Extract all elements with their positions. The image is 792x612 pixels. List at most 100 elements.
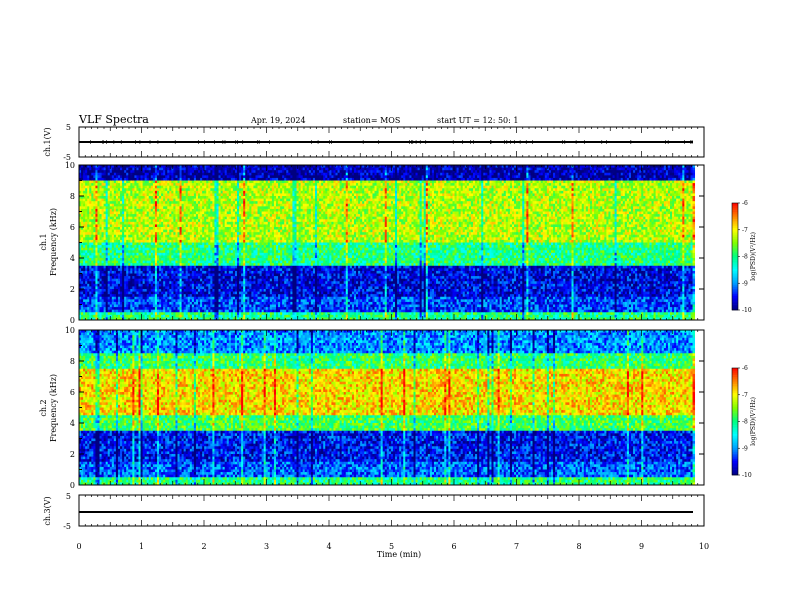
spectrogram-cell [111, 208, 115, 212]
spectrogram-cell [138, 255, 141, 259]
spectrogram-cell [128, 317, 131, 321]
spectrogram-cell [117, 263, 121, 267]
spectrogram-cell [93, 208, 96, 212]
spectrogram-cell [126, 301, 129, 305]
spectrogram-cell [117, 216, 121, 220]
spectrogram-cell [97, 167, 100, 171]
spectrogram-cell [79, 278, 82, 282]
spectrogram-cell [136, 281, 139, 285]
spectrogram-cell [87, 224, 90, 228]
spectrogram-cell [99, 203, 102, 207]
spectrogram-cell [99, 196, 102, 199]
spectrogram-cell [99, 312, 102, 316]
spectrogram-cell [128, 299, 131, 303]
spectrogram-cell [93, 193, 96, 197]
spectrogram-cell [79, 177, 82, 181]
spectrogram-cell [134, 289, 137, 292]
spectrogram-cell [95, 190, 98, 194]
spectrogram-cell [140, 232, 144, 236]
spectrogram-cell [126, 206, 129, 210]
spectrogram-cell [89, 229, 92, 233]
spectrogram-cell [105, 216, 109, 220]
spectrogram-cell [103, 245, 107, 249]
spectrogram-cell [120, 281, 123, 285]
spectrogram-cell [91, 242, 94, 246]
spectrogram-cell [87, 239, 90, 243]
spectrogram-cell [130, 291, 133, 295]
spectrogram-cell [142, 268, 146, 272]
spectrogram-cell [93, 239, 96, 243]
spectrogram-cell [138, 260, 141, 264]
spectrogram-cell [83, 291, 86, 295]
spectrogram-cell [138, 273, 141, 277]
spectrogram-cell [124, 291, 127, 295]
spectrogram-cell [117, 296, 121, 300]
spectrogram-cell [103, 234, 107, 238]
spectrogram-cell [138, 198, 141, 202]
spectrogram-cell [87, 304, 90, 308]
spectrogram-cell [87, 258, 90, 261]
spectrogram-cell [107, 270, 111, 274]
spectrogram-cell [101, 312, 105, 316]
spectrogram-cell [120, 283, 123, 287]
spectrogram-cell [97, 190, 100, 194]
spectrogram-cell [136, 263, 139, 267]
spectrogram-cell [103, 188, 107, 192]
spectrogram-cell [93, 224, 96, 228]
spectrogram-cell [81, 167, 84, 171]
spectrogram-cell [79, 216, 82, 220]
spectrogram-cell [115, 198, 119, 202]
spectrogram-cell [120, 216, 123, 220]
spectrogram-cell [120, 265, 123, 269]
spectrogram-cell [81, 206, 84, 210]
spectrogram-cell [101, 301, 105, 305]
spectrogram-cell [115, 258, 119, 261]
spectrogram-cell [81, 165, 84, 168]
spectrogram-cell [124, 201, 127, 205]
spectrogram-cell [109, 317, 113, 321]
spectrogram-cell [126, 273, 129, 277]
spectrogram-cell [122, 250, 125, 254]
spectrogram-cell [124, 309, 127, 313]
spectrogram-cell [109, 219, 113, 223]
spectrogram-cell [95, 172, 98, 176]
spectrogram-cell [126, 232, 129, 236]
spectrogram-cell [87, 276, 90, 280]
spectrogram-cell [91, 216, 94, 220]
spectrogram-cell [103, 183, 107, 187]
spectrogram-cell [132, 286, 135, 290]
spectrogram-cell [117, 301, 121, 305]
spectrogram-cell [105, 263, 109, 267]
spectrogram-cell [83, 196, 86, 199]
spectrogram-cell [97, 307, 100, 311]
spectrogram-cell [109, 260, 113, 264]
spectrogram-cell [111, 307, 115, 311]
spectrogram-cell [97, 286, 100, 290]
spectrogram-cell [124, 232, 127, 236]
spectrogram-cell [140, 201, 144, 205]
spectrogram-cell [89, 265, 92, 269]
spectrogram-cell [81, 224, 84, 228]
spectrogram-cell [136, 170, 139, 174]
spectrogram-cell [124, 312, 127, 316]
spectrogram-cell [122, 252, 125, 256]
spectrogram-cell [91, 190, 94, 194]
spectrogram-cell [134, 291, 137, 295]
spectrogram-cell [85, 304, 88, 308]
spectrogram-cell [105, 180, 109, 184]
spectrogram-cell [136, 239, 139, 243]
spectrogram-cell [101, 229, 105, 233]
spectrogram-cell [109, 307, 113, 311]
spectrogram-cell [91, 273, 94, 277]
spectrogram-cell [99, 258, 102, 261]
spectrogram-cell [99, 273, 102, 277]
spectrogram-cell [91, 177, 94, 181]
spectrogram-cell [113, 167, 117, 171]
spectrogram-cell [136, 289, 139, 292]
spectrogram-cell [111, 260, 115, 264]
spectrogram-cell [97, 299, 100, 303]
spectrogram-cell [105, 172, 109, 176]
spectrogram-cell [81, 237, 84, 241]
spectrogram-cell [122, 301, 125, 305]
spectrogram-cell [120, 301, 123, 305]
